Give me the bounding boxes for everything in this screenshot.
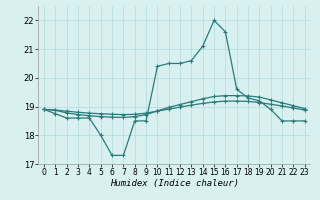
X-axis label: Humidex (Indice chaleur): Humidex (Indice chaleur) <box>110 179 239 188</box>
